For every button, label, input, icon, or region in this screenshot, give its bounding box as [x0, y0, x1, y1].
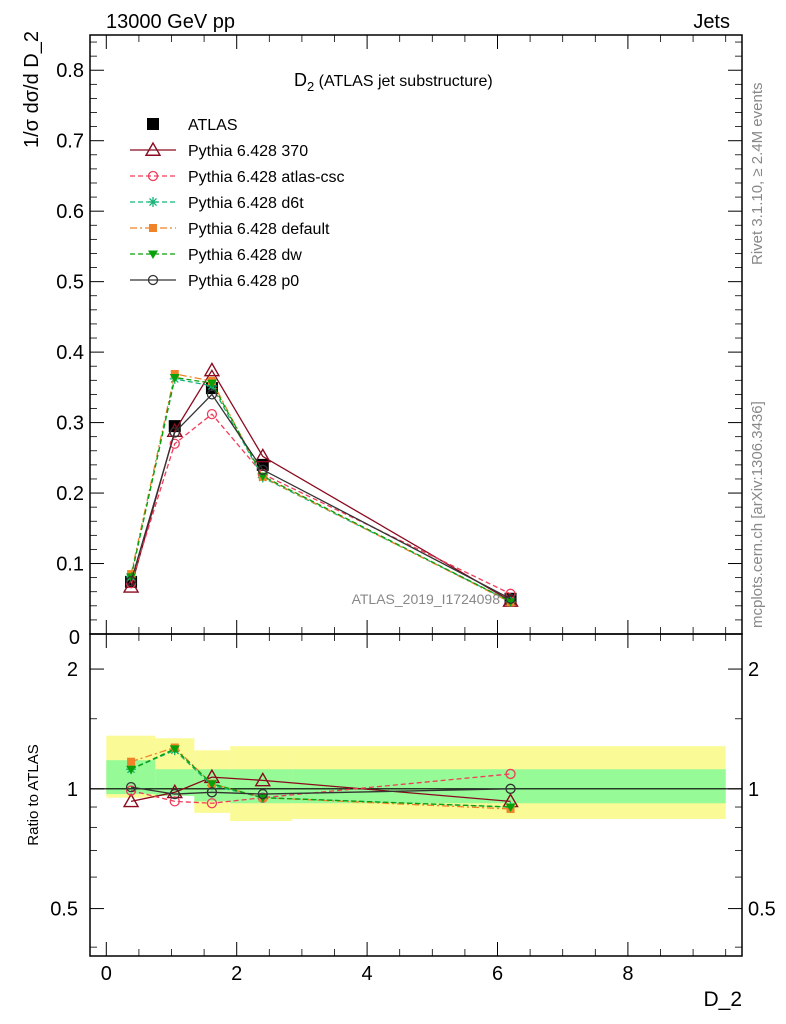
- legend-marker-atlascsc: [147, 170, 159, 182]
- legend-label-atlas: ATLAS: [188, 117, 238, 134]
- main-ytick-label-zero: 0: [69, 627, 80, 649]
- ratio-ylabel-group: Ratio to ATLAS: [25, 744, 42, 845]
- point-dw-0: [126, 765, 137, 775]
- main-ytick-label: 0.2: [56, 483, 84, 505]
- legend-label-d6t: Pythia 6.428 d6t: [188, 195, 304, 212]
- title-rest: (ATLAS jet substructure): [314, 73, 492, 90]
- header-left: 13000 GeV pp: [106, 11, 235, 33]
- axes-ticks: 0.1 0.2 0.3 0.4 0.5 0.6 0.7 0.8 0.5 0.5 1 1 2 2 0 2 4 6 8 0: [50, 35, 776, 985]
- legend-label-default: Pythia 6.428 default: [188, 221, 330, 238]
- series-line-p370: [130, 776, 511, 803]
- legend-marker-dw: [148, 250, 158, 259]
- mcplots-label: mcplots.cern.ch [arXiv:1306.3436]: [749, 401, 766, 628]
- main-ytick-label: 0.6: [56, 201, 84, 223]
- xtick-label: 0: [101, 963, 112, 985]
- title-subscript: 2: [307, 79, 314, 94]
- xtick-label: 8: [622, 963, 633, 985]
- rivet-label: Rivet 3.1.10, ≥ 2.4M events: [749, 83, 766, 266]
- point-dw-3: [257, 472, 268, 482]
- main-panel-marks: [122, 362, 519, 607]
- point-p0-4: [505, 593, 516, 604]
- main-ytick-label: 0.4: [56, 342, 84, 364]
- point-p0-0: [125, 781, 137, 793]
- point-p0-4: [505, 783, 516, 794]
- legend-marker-d6t: [148, 197, 158, 207]
- point-p0-3: [257, 464, 268, 475]
- main-ylabel: 1/σ dσ/d D_2: [21, 31, 43, 148]
- series-line-default: [130, 746, 511, 810]
- legend-label-atlascsc: Pythia 6.428 atlas-csc: [188, 169, 345, 186]
- point-atlascsc-2: [206, 798, 218, 809]
- analysis-watermark: ATLAS_2019_I1724098: [352, 591, 501, 607]
- main-ylabel-text: 1/σ dσ/d D_2: [21, 31, 43, 148]
- point-dw-1: [169, 373, 180, 383]
- main-ytick-label: 0.8: [56, 60, 84, 82]
- ratio-ytick-label: 2: [67, 659, 78, 681]
- ratio-ytick-label-right: 1: [748, 779, 759, 801]
- series-line-atlascsc: [130, 773, 511, 804]
- series-line-p0: [130, 786, 511, 795]
- series-line-p0: [130, 393, 511, 600]
- xtick-label: 6: [492, 963, 503, 985]
- point-p0-0: [125, 575, 137, 587]
- point-p0-1: [169, 788, 180, 800]
- header-right: Jets: [693, 11, 730, 33]
- x-axis-label: D_2: [703, 988, 742, 1011]
- legend-marker-default: [149, 224, 157, 232]
- point-default-1: [170, 369, 179, 378]
- point-dw-4: [505, 803, 516, 813]
- point-atlascsc-0: [125, 785, 137, 796]
- legend-label-p370: Pythia 6.428 370: [188, 143, 308, 160]
- ratio-ytick-label-right: 2: [748, 659, 759, 681]
- title-d: D: [294, 70, 307, 90]
- point-atlascsc-4: [505, 768, 516, 780]
- ratio-ytick-label: 1: [67, 779, 78, 801]
- point-p370-2: [203, 362, 221, 377]
- legend: ATLAS Pythia 6.428 370 Pythia 6.428 atlas-…: [130, 117, 345, 290]
- xtick-label: 2: [231, 963, 242, 985]
- point-p0-2: [206, 787, 218, 798]
- point-atlascsc-1: [169, 796, 180, 807]
- point-dw-0: [126, 573, 137, 582]
- point-dw-1: [169, 745, 180, 754]
- point-p0-3: [257, 788, 268, 800]
- point-atlascsc-2: [206, 408, 218, 420]
- mcplots-label-group: mcplots.cern.ch [arXiv:1306.3436]: [749, 401, 766, 628]
- main-title: D2 (ATLAS jet substructure): [294, 70, 493, 94]
- main-ytick-label: 0.1: [56, 554, 84, 576]
- point-dw-4: [505, 598, 516, 607]
- ratio-ytick-label: 0.5: [50, 899, 78, 921]
- legend-marker-p370: [144, 141, 162, 156]
- main-ytick-label: 0.7: [56, 131, 84, 153]
- legend-marker-p0: [147, 274, 159, 286]
- ratio-ytick-label-right: 0.5: [748, 899, 776, 921]
- point-p0-2: [206, 389, 218, 400]
- main-ytick-label: 0.3: [56, 413, 84, 435]
- xtick-label: 4: [362, 963, 373, 985]
- point-p370-3: [254, 448, 271, 463]
- point-p370-0: [122, 792, 140, 808]
- rivet-label-group: Rivet 3.1.10, ≥ 2.4M events: [749, 83, 766, 266]
- point-dw-2: [206, 379, 217, 389]
- legend-marker-atlas: [147, 118, 159, 130]
- legend-label-dw: Pythia 6.428 dw: [188, 247, 302, 264]
- point-atlascsc-1: [169, 438, 180, 449]
- point-dw-2: [206, 780, 217, 789]
- ratio-ylabel: Ratio to ATLAS: [25, 744, 42, 845]
- main-ytick-label: 0.5: [56, 272, 84, 294]
- legend-label-p0: Pythia 6.428 p0: [188, 273, 299, 290]
- point-default-0: [127, 757, 136, 766]
- ratio-plot-frame: [89, 633, 743, 957]
- point-p0-1: [169, 427, 180, 438]
- ratio-panel-marks: [90, 735, 742, 822]
- point-p370-3: [254, 771, 271, 787]
- series-line-atlascsc: [130, 413, 511, 595]
